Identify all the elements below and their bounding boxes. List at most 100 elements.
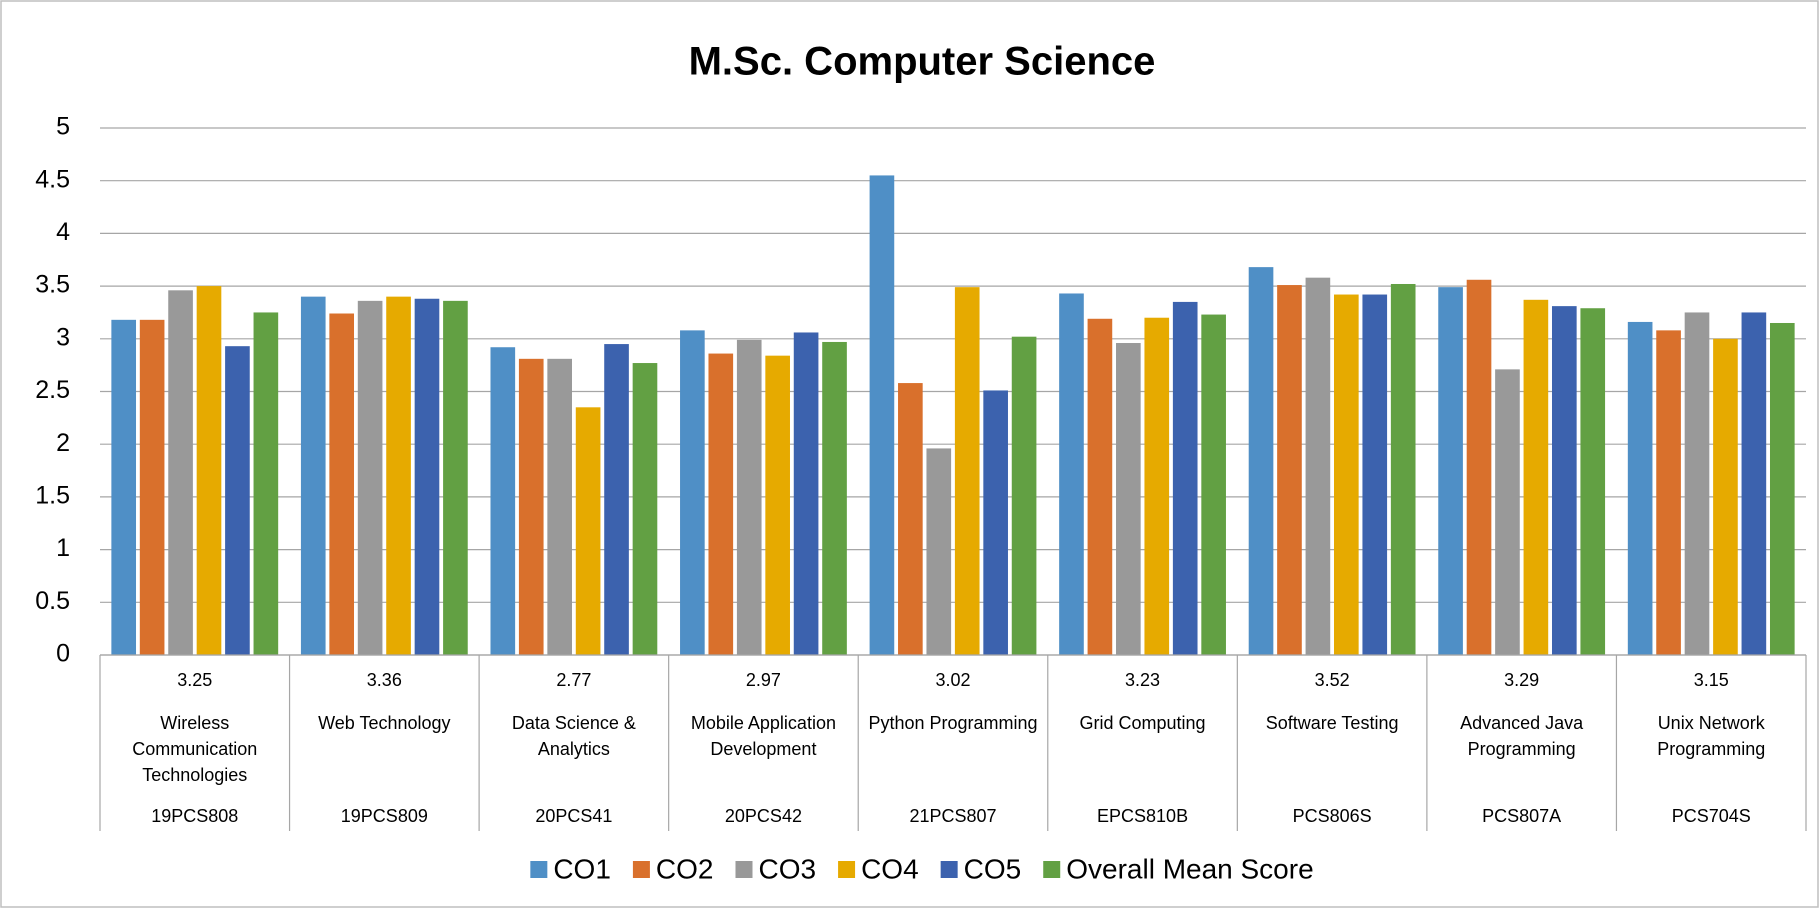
category-code: EPCS810B bbox=[1097, 806, 1188, 826]
bar bbox=[386, 296, 411, 655]
bar bbox=[1627, 321, 1653, 655]
category-mean-label: 2.77 bbox=[556, 670, 591, 690]
y-tick-label: 3 bbox=[56, 323, 70, 351]
bar bbox=[604, 344, 629, 655]
bar bbox=[954, 287, 980, 655]
category-mean-label: 3.29 bbox=[1504, 670, 1539, 690]
y-tick-label: 4.5 bbox=[35, 165, 70, 193]
bar bbox=[1172, 301, 1198, 655]
bar bbox=[575, 407, 601, 655]
category-label: Software Testing bbox=[1265, 713, 1399, 733]
y-tick-label: 2.5 bbox=[35, 376, 70, 404]
bar bbox=[329, 313, 355, 655]
bar bbox=[253, 312, 279, 655]
bar bbox=[1741, 312, 1767, 655]
category-code: 19PCS808 bbox=[151, 806, 238, 826]
y-tick-label: 1 bbox=[56, 534, 70, 562]
bar bbox=[1390, 283, 1416, 655]
legend-label: CO1 bbox=[553, 853, 611, 884]
bar bbox=[1277, 285, 1302, 655]
category-label: Unix Network Programming bbox=[1657, 713, 1766, 759]
legend-label: Overall Mean Score bbox=[1066, 853, 1313, 884]
bar bbox=[1495, 369, 1520, 655]
legend-label: CO4 bbox=[861, 853, 919, 884]
y-tick-label: 2 bbox=[56, 429, 70, 457]
category-code: PCS807A bbox=[1482, 806, 1561, 826]
bar bbox=[822, 341, 847, 655]
category-label: Grid Computing bbox=[1079, 713, 1206, 733]
legend-swatch bbox=[940, 861, 958, 878]
bar bbox=[357, 300, 383, 655]
bar bbox=[1305, 277, 1331, 655]
bar bbox=[1059, 293, 1084, 655]
category-mean-label: 2.97 bbox=[746, 670, 781, 690]
bar bbox=[1011, 336, 1037, 655]
legend-label: CO2 bbox=[656, 853, 714, 884]
legend-swatch bbox=[1043, 861, 1061, 878]
bar bbox=[869, 175, 895, 655]
bar bbox=[1769, 322, 1795, 655]
category-label: Data Science & Analytics bbox=[511, 713, 636, 759]
legend-swatch bbox=[735, 861, 753, 878]
bar bbox=[196, 286, 222, 655]
y-tick-label: 1.5 bbox=[35, 482, 70, 510]
category-mean-label: 3.23 bbox=[1125, 670, 1160, 690]
bar bbox=[168, 290, 193, 655]
legend-label: CO3 bbox=[758, 853, 816, 884]
legend-swatch bbox=[838, 861, 856, 878]
bar bbox=[1551, 306, 1577, 655]
bar bbox=[898, 383, 923, 655]
bar bbox=[443, 300, 468, 655]
bar bbox=[926, 448, 952, 655]
bar bbox=[1438, 287, 1463, 655]
category-mean-label: 3.02 bbox=[935, 670, 970, 690]
y-tick-label: 3.5 bbox=[35, 271, 70, 299]
bar bbox=[300, 296, 326, 655]
y-tick-label: 0.5 bbox=[35, 587, 70, 615]
bar bbox=[225, 346, 250, 655]
category-code: 20PCS42 bbox=[725, 806, 802, 826]
bar bbox=[1713, 338, 1738, 655]
bar bbox=[1580, 308, 1606, 655]
bar bbox=[547, 358, 572, 655]
chart-title: M.Sc. Computer Science bbox=[689, 40, 1156, 84]
category-code: PCS704S bbox=[1672, 806, 1751, 826]
bar bbox=[1523, 299, 1549, 655]
bar bbox=[1684, 312, 1710, 655]
bar bbox=[1144, 317, 1170, 655]
category-code: 20PCS41 bbox=[535, 806, 612, 826]
bar bbox=[1362, 294, 1388, 655]
bar bbox=[793, 332, 819, 655]
bar bbox=[1466, 279, 1492, 655]
category-label: Mobile Application Development bbox=[690, 713, 836, 759]
category-mean-label: 3.36 bbox=[367, 670, 402, 690]
bar bbox=[414, 298, 440, 655]
bar bbox=[632, 363, 658, 655]
bar bbox=[708, 353, 734, 655]
bar bbox=[1087, 318, 1113, 655]
category-mean-label: 3.25 bbox=[177, 670, 212, 690]
category-code: 21PCS807 bbox=[909, 806, 996, 826]
legend-label: CO5 bbox=[964, 853, 1022, 884]
bar bbox=[983, 390, 1008, 655]
bar bbox=[490, 347, 516, 655]
category-mean-label: 3.15 bbox=[1694, 670, 1729, 690]
bar bbox=[1248, 267, 1274, 655]
bar bbox=[680, 330, 705, 655]
y-tick-label: 4 bbox=[56, 218, 70, 246]
category-code: PCS806S bbox=[1293, 806, 1372, 826]
y-tick-label: 5 bbox=[56, 113, 70, 141]
bar bbox=[1116, 343, 1141, 655]
bar bbox=[111, 319, 137, 655]
bar bbox=[736, 339, 762, 655]
bar bbox=[139, 319, 165, 655]
category-label: Advanced Java Programming bbox=[1460, 713, 1584, 759]
y-tick-label: 0 bbox=[56, 640, 70, 668]
category-mean-label: 3.52 bbox=[1315, 670, 1350, 690]
category-code: 19PCS809 bbox=[341, 806, 428, 826]
bar bbox=[518, 358, 544, 655]
category-label: Web Technology bbox=[318, 713, 451, 733]
legend-swatch bbox=[530, 861, 548, 878]
bar bbox=[1334, 294, 1359, 655]
